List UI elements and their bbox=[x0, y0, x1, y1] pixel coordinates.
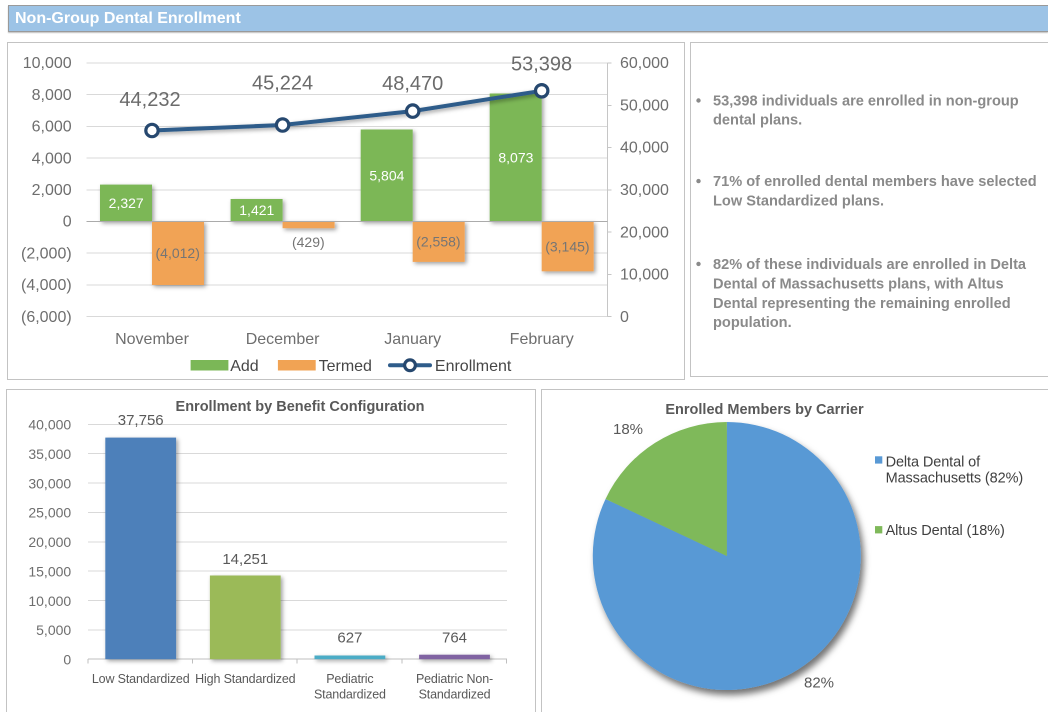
svg-text:Delta Dental of: Delta Dental of bbox=[886, 455, 981, 471]
svg-text:8,000: 8,000 bbox=[32, 87, 72, 104]
svg-text:30,000: 30,000 bbox=[28, 475, 71, 491]
svg-text:(3,145): (3,145) bbox=[545, 238, 589, 254]
svg-text:6,000: 6,000 bbox=[32, 119, 72, 136]
svg-text:(2,000): (2,000) bbox=[21, 245, 72, 262]
svg-text:35,000: 35,000 bbox=[28, 446, 71, 462]
svg-text:5,804: 5,804 bbox=[369, 167, 404, 183]
svg-text:71% of enrolled dental members: 71% of enrolled dental members have sele… bbox=[713, 174, 1037, 190]
svg-text:Standardized: Standardized bbox=[314, 687, 386, 701]
svg-text:Low Standardized: Low Standardized bbox=[92, 672, 190, 686]
svg-text:18%: 18% bbox=[613, 421, 643, 438]
svg-text:15,000: 15,000 bbox=[28, 563, 71, 579]
svg-text:Standardized: Standardized bbox=[419, 687, 491, 701]
svg-text:20,000: 20,000 bbox=[620, 224, 669, 241]
svg-text:5,000: 5,000 bbox=[36, 622, 71, 638]
svg-text:Massachusetts (82%): Massachusetts (82%) bbox=[886, 470, 1024, 486]
svg-text:4,000: 4,000 bbox=[32, 150, 72, 167]
svg-text:0: 0 bbox=[63, 214, 72, 231]
svg-text:Enrollment: Enrollment bbox=[435, 358, 512, 375]
svg-text:20,000: 20,000 bbox=[28, 534, 71, 550]
svg-text:25,000: 25,000 bbox=[28, 505, 71, 521]
svg-text:10,000: 10,000 bbox=[620, 267, 669, 284]
svg-text:Enrolled Members by Carrier: Enrolled Members by Carrier bbox=[665, 402, 864, 418]
svg-text:10,000: 10,000 bbox=[23, 55, 72, 72]
svg-text:60,000: 60,000 bbox=[620, 55, 669, 72]
svg-text:48,470: 48,470 bbox=[382, 73, 443, 95]
svg-text:Pediatric: Pediatric bbox=[326, 672, 373, 686]
svg-text:Enrollment by Benefit Configur: Enrollment by Benefit Configuration bbox=[176, 399, 425, 415]
svg-text:Altus Dental (18%): Altus Dental (18%) bbox=[886, 523, 1005, 539]
svg-text:population.: population. bbox=[713, 315, 792, 331]
svg-text:Add: Add bbox=[230, 358, 258, 375]
svg-text:40,000: 40,000 bbox=[620, 140, 669, 157]
svg-text:30,000: 30,000 bbox=[620, 182, 669, 199]
svg-text:37,756: 37,756 bbox=[118, 412, 164, 429]
svg-text:Termed: Termed bbox=[319, 358, 372, 375]
svg-text:764: 764 bbox=[442, 629, 467, 646]
svg-text:(2,558): (2,558) bbox=[416, 234, 460, 250]
svg-text:53,398 individuals are enrolle: 53,398 individuals are enrolled in non-g… bbox=[713, 94, 1019, 110]
svg-text:40,000: 40,000 bbox=[28, 417, 71, 433]
svg-text:January: January bbox=[384, 331, 441, 348]
svg-text:0: 0 bbox=[63, 652, 71, 668]
svg-text:(6,000): (6,000) bbox=[21, 309, 72, 326]
svg-text:dental plans.: dental plans. bbox=[713, 113, 802, 129]
svg-text:2,327: 2,327 bbox=[109, 195, 144, 211]
svg-text:February: February bbox=[510, 331, 574, 348]
svg-text:(4,012): (4,012) bbox=[156, 245, 200, 261]
svg-text:Low Standardized plans.: Low Standardized plans. bbox=[713, 193, 884, 209]
svg-text:45,224: 45,224 bbox=[252, 73, 313, 95]
svg-text:53,398: 53,398 bbox=[511, 53, 572, 75]
svg-text:2,000: 2,000 bbox=[32, 182, 72, 199]
svg-text:December: December bbox=[246, 331, 320, 348]
svg-text:(4,000): (4,000) bbox=[21, 277, 72, 294]
svg-text:8,073: 8,073 bbox=[498, 149, 533, 165]
svg-text:Pediatric Non-: Pediatric Non- bbox=[416, 672, 493, 686]
svg-text:Dental representing the remain: Dental representing the remaining enroll… bbox=[713, 296, 1011, 312]
svg-text:10,000: 10,000 bbox=[28, 593, 71, 609]
svg-text:Dental of Massachusetts plans,: Dental of Massachusetts plans, with Altu… bbox=[713, 276, 1004, 292]
svg-text:627: 627 bbox=[337, 630, 362, 647]
svg-text:50,000: 50,000 bbox=[620, 98, 669, 115]
svg-text:High Standardized: High Standardized bbox=[195, 672, 295, 686]
svg-text:82% of these individuals are e: 82% of these individuals are enrolled in… bbox=[713, 257, 1027, 273]
svg-text:(429): (429) bbox=[292, 234, 325, 250]
svg-text:14,251: 14,251 bbox=[222, 551, 268, 568]
svg-text:0: 0 bbox=[620, 309, 629, 326]
svg-text:44,232: 44,232 bbox=[119, 89, 180, 111]
svg-text:November: November bbox=[115, 331, 189, 348]
svg-text:1,421: 1,421 bbox=[239, 202, 274, 218]
svg-text:82%: 82% bbox=[804, 674, 834, 691]
